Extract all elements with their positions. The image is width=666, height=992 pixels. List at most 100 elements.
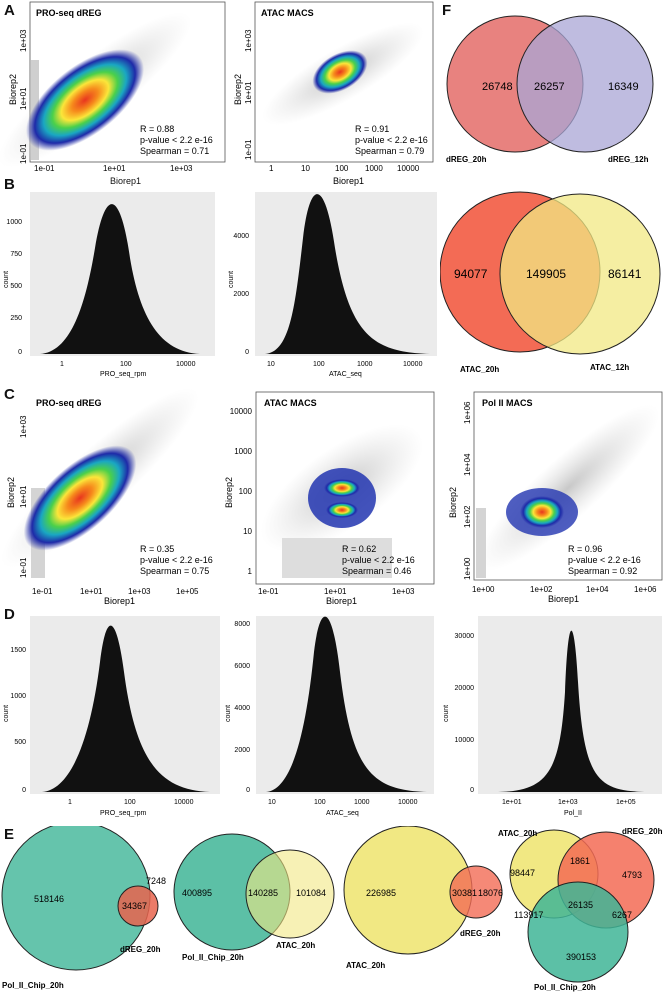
venn-label-dreg: dREG_20h xyxy=(622,827,663,836)
stat-spearman: Spearman = 0.71 xyxy=(140,146,209,156)
y-tick: 1e+06 xyxy=(463,401,472,424)
y-tick: 2000 xyxy=(233,291,249,298)
panel-label-e: E xyxy=(4,826,15,843)
x-label: Biorep1 xyxy=(104,596,135,606)
x-label: ATAC_seq xyxy=(326,810,359,817)
y-tick: 1e+04 xyxy=(463,453,472,476)
x-label: Biorep1 xyxy=(548,594,579,604)
y-tick: 0 xyxy=(22,787,26,794)
venn-label-right: ATAC_12h xyxy=(590,363,629,372)
y-tick: 0 xyxy=(470,787,474,794)
venn-count-right: 7248 xyxy=(146,876,166,886)
y-tick: 10 xyxy=(243,527,252,536)
x-label: Biorep1 xyxy=(110,176,142,186)
y-tick: 20000 xyxy=(455,685,475,692)
x-tick: 1e+03 xyxy=(392,587,415,596)
venn-label-left: Pol_II_Chip_20h xyxy=(182,953,244,962)
venn-circle-dreg xyxy=(449,865,503,919)
venn-circle-pol2 xyxy=(527,881,629,983)
y-tick: 8000 xyxy=(234,621,250,628)
scatter-title: ATAC MACS xyxy=(264,398,317,408)
y-tick: 10000 xyxy=(455,737,475,744)
y-label: Biorep2 xyxy=(8,74,18,105)
scatter-a1: PRO-seq dREG R = 0.88 p-value < 2.2 e-16… xyxy=(0,1,226,173)
x-tick: 10 xyxy=(268,799,276,806)
venn-label-right: dREG_12h xyxy=(608,155,649,164)
panel-label-a: A xyxy=(4,2,15,19)
stat-r: R = 0.62 xyxy=(342,544,376,554)
y-tick: 1e+01 xyxy=(244,81,253,104)
x-tick: 1e+03 xyxy=(558,799,578,806)
x-tick: 10 xyxy=(301,164,310,173)
stat-p: p-value < 2.2 e-16 xyxy=(568,555,641,565)
y-tick: 4000 xyxy=(234,705,250,712)
venn-count-left: 26748 xyxy=(482,81,513,93)
x-tick: 1e-01 xyxy=(258,587,279,596)
venn-f1: 26748 26257 16349 dREG_20h dREG_12h xyxy=(446,15,654,164)
venn-e2: 400895 140285 101084 Pol_II_Chip_20h ATA… xyxy=(173,833,335,962)
x-tick: 100 xyxy=(314,799,326,806)
y-tick: 1000 xyxy=(6,219,22,226)
x-tick: 1e+05 xyxy=(176,587,199,596)
y-tick: 1e+02 xyxy=(463,505,472,528)
stat-spearman: Spearman = 0.92 xyxy=(568,566,637,576)
panel-label-d: D xyxy=(4,606,15,623)
venn-count-left: 226985 xyxy=(366,888,396,898)
x-tick: 1000 xyxy=(365,164,383,173)
x-tick: 100 xyxy=(313,361,325,368)
x-tick: 10 xyxy=(267,361,275,368)
x-tick: 1e+01 xyxy=(502,799,522,806)
x-label: Biorep1 xyxy=(326,596,357,606)
y-tick: 2000 xyxy=(234,747,250,754)
venn-count-mid: 34367 xyxy=(122,901,147,911)
x-label: ATAC_seq xyxy=(329,371,362,378)
x-label: PRO_seq_rpm xyxy=(100,371,146,378)
venn-circle-dreg xyxy=(117,885,159,927)
venn-count-right: 16349 xyxy=(608,81,639,93)
x-tick: 1e+00 xyxy=(472,585,495,594)
venn-label-right: dREG_20h xyxy=(460,929,501,938)
x-tick: 1e-01 xyxy=(32,587,53,596)
stat-spearman: Spearman = 0.46 xyxy=(342,566,411,576)
scatter-title: Pol II MACS xyxy=(482,398,533,408)
venn-count-atac-dreg: 1861 xyxy=(570,856,590,866)
venn-count-atac: 98447 xyxy=(510,868,535,878)
histogram-d1: 1500 1000 500 0 1 100 10000 PRO_seq_rpm … xyxy=(3,616,220,817)
y-label: count xyxy=(3,705,10,722)
y-tick: 100 xyxy=(239,487,253,496)
x-tick: 1e+04 xyxy=(586,585,609,594)
y-tick: 1e-01 xyxy=(244,139,253,160)
stat-r: R = 0.96 xyxy=(568,544,602,554)
panel-label-c: C xyxy=(4,386,15,403)
venn-count-right: 18076 xyxy=(478,888,503,898)
scatter-c2: ATAC MACS R = 0.62 p-value < 2.2 e-16 Sp… xyxy=(224,391,435,606)
stat-p: p-value < 2.2 e-16 xyxy=(355,135,428,145)
x-tick: 1 xyxy=(269,164,274,173)
y-tick: 0 xyxy=(18,349,22,356)
venn-count-right: 86141 xyxy=(608,267,642,281)
y-tick: 500 xyxy=(14,739,26,746)
venn-circle-atac xyxy=(245,849,335,939)
venn-count-center: 26135 xyxy=(568,900,593,910)
x-tick: 10000 xyxy=(176,361,196,368)
x-tick: 1e+03 xyxy=(170,164,193,173)
x-tick: 1 xyxy=(60,361,64,368)
x-tick: 100 xyxy=(335,164,349,173)
venn-count-mid: 149905 xyxy=(526,267,566,281)
y-tick: 1e+03 xyxy=(19,29,28,52)
venn-label-left: dREG_20h xyxy=(446,155,487,164)
x-tick: 1e+02 xyxy=(530,585,553,594)
y-tick: 1500 xyxy=(10,647,26,654)
x-tick: 1e+01 xyxy=(80,587,103,596)
y-tick: 1000 xyxy=(10,693,26,700)
y-tick: 1 xyxy=(248,567,253,576)
scatter-title: PRO-seq dREG xyxy=(36,8,102,18)
venn-count-mid: 30381 xyxy=(452,888,477,898)
x-tick: 10000 xyxy=(174,799,194,806)
y-tick: 1e+03 xyxy=(244,29,253,52)
y-tick: 250 xyxy=(10,315,22,322)
stat-spearman: Spearman = 0.79 xyxy=(355,146,424,156)
y-tick: 1e-01 xyxy=(19,143,28,164)
stat-r: R = 0.91 xyxy=(355,124,389,134)
y-tick: 1e+03 xyxy=(19,415,28,438)
